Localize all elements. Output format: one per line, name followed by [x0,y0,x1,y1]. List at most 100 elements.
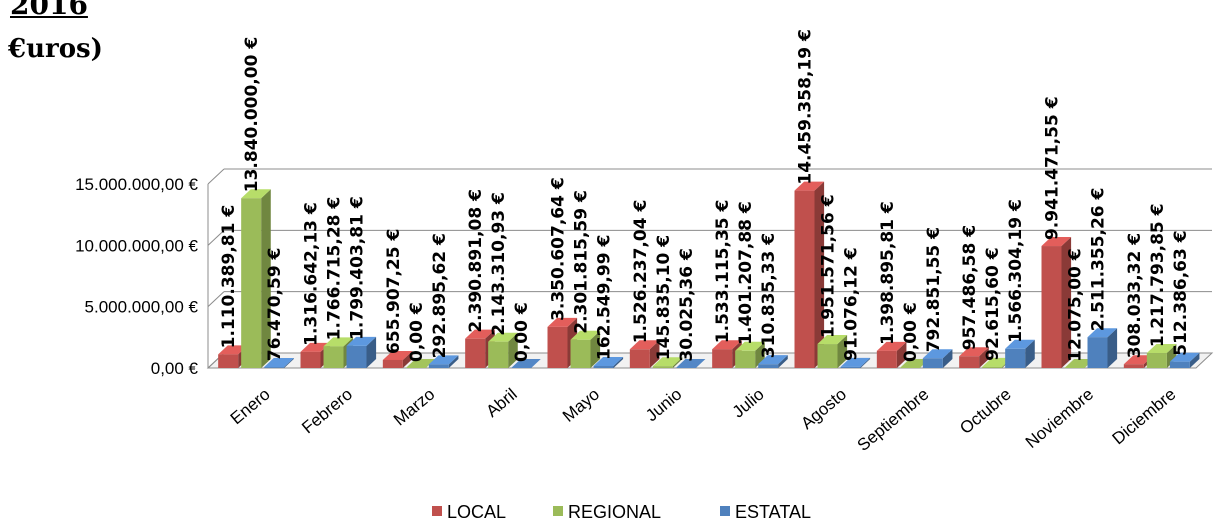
bar-estatal [1005,348,1026,368]
data-label: 1.110.389,81 € [219,205,239,349]
bar-regional [323,346,344,368]
y-tick-label: 15.000.000,00 € [75,175,198,194]
bar-side-estatal [1189,352,1200,368]
bar-regional [405,359,436,368]
bar-side-estatal [366,336,377,368]
data-label: 292.895,62 € [430,233,450,358]
bar-side-local [896,341,907,368]
bar-side-local [979,347,989,368]
bar-side-estatal [613,357,624,368]
bar-side-local [649,340,660,368]
data-label: 1.217.793,85 € [1148,203,1168,347]
bar-side-regional [1166,344,1177,368]
x-tick-label: Mayo [559,385,603,426]
bar-side-regional [672,357,683,368]
bar-top-local [794,181,825,191]
data-label: 310.835,33 € [759,233,779,358]
bar-top-estatal [1169,352,1200,362]
data-label: 308.033,32 € [1125,233,1145,358]
gridline-diag [207,291,225,308]
bar-side-local [1061,237,1072,368]
bar-regional [735,350,756,368]
bar-local [712,349,733,368]
bar-top-local [959,347,989,357]
bar-top-estatal [264,358,294,368]
data-label: 1.951.571,56 € [819,194,839,338]
data-label: 0,00 € [407,302,427,362]
data-label: 512.386,63 € [1171,230,1191,355]
bar-side-regional [837,335,848,368]
gridline-diag [207,168,225,185]
bar-estatal [1087,337,1108,368]
legend-label-local: LOCAL [447,502,506,522]
x-tick-label: Enero [227,385,274,429]
bar-regional [1146,353,1167,368]
bar-local [382,359,403,368]
bar-top-local [300,342,331,352]
bar-regional [817,344,838,368]
bar-top-local [712,340,742,350]
data-label: 792.851,55 € [924,227,944,352]
data-label: 1.566.304,19 € [1006,199,1026,343]
x-tick-label: Septiembre [854,385,933,455]
data-label: 162.549,99 € [595,235,615,360]
bar-local [300,351,321,368]
bar-side-estatal [1107,328,1118,368]
bar-top-regional [982,357,1012,367]
bar-top-local [1123,355,1154,365]
data-label: 0,00 € [512,302,532,362]
bar-regional [652,366,673,368]
bar-side-local [814,181,825,368]
bar-top-regional [1146,344,1177,354]
bar-estatal [264,367,285,368]
bar-top-local [547,317,578,327]
bar-estatal [922,358,943,368]
bar-estatal [593,366,614,368]
bar-top-estatal [346,336,377,346]
data-label: 655.907,25 € [384,229,404,354]
x-tick-label: Octubre [956,385,1015,438]
bar-local [876,350,897,368]
bar-top-regional [488,332,518,342]
chart-title-fragment: 2016 [10,0,88,21]
x-tick-label: Diciembre [1109,385,1180,449]
bar-side-regional [261,189,271,368]
bar-top-estatal [758,355,788,365]
legend-swatch-estatal [720,506,730,516]
y-tick-label: 5.000.000,00 € [85,298,199,317]
bar-top-estatal [593,357,624,367]
data-label: 2.390.891,08 € [466,189,486,333]
data-label: 12.075,00 € [1066,248,1086,361]
bar-side-regional [755,341,765,368]
data-label: 957.486,58 € [960,225,980,350]
legend-swatch-regional [553,506,563,516]
data-label: 91.076,12 € [842,247,862,360]
data-label: 1.526.237,04 € [631,200,651,344]
data-label: 145.835,10 € [654,235,674,360]
data-label: 30.025,36 € [677,248,697,361]
bar-regional [241,198,262,368]
bar-side-regional [590,330,601,368]
bar-estatal [758,364,779,368]
bar-regional [488,341,509,368]
data-label: 13.840.000,00 € [242,37,262,192]
bar-side-regional [508,332,518,368]
data-label: 2.301.815,59 € [572,190,592,334]
bar-side-estatal [448,355,459,368]
bar-top-regional [735,341,765,351]
legend-label-regional: REGIONAL [568,502,661,522]
bar-top-local [1041,237,1072,247]
bar-top-estatal [840,357,871,367]
data-label: 0,00 € [901,302,921,362]
data-label: 1.401.207,88 € [736,201,756,345]
x-tick-label: Julio [729,385,768,422]
bar-local [465,338,486,368]
data-label: 1.316.642,13 € [302,202,322,346]
legend-swatch-local [432,506,442,516]
x-tick-label: Noviembre [1022,385,1097,452]
bar-side-local [402,350,413,368]
bar-side-estatal [778,355,788,368]
bar-estatal [428,364,449,368]
bar-top-regional [241,189,271,199]
